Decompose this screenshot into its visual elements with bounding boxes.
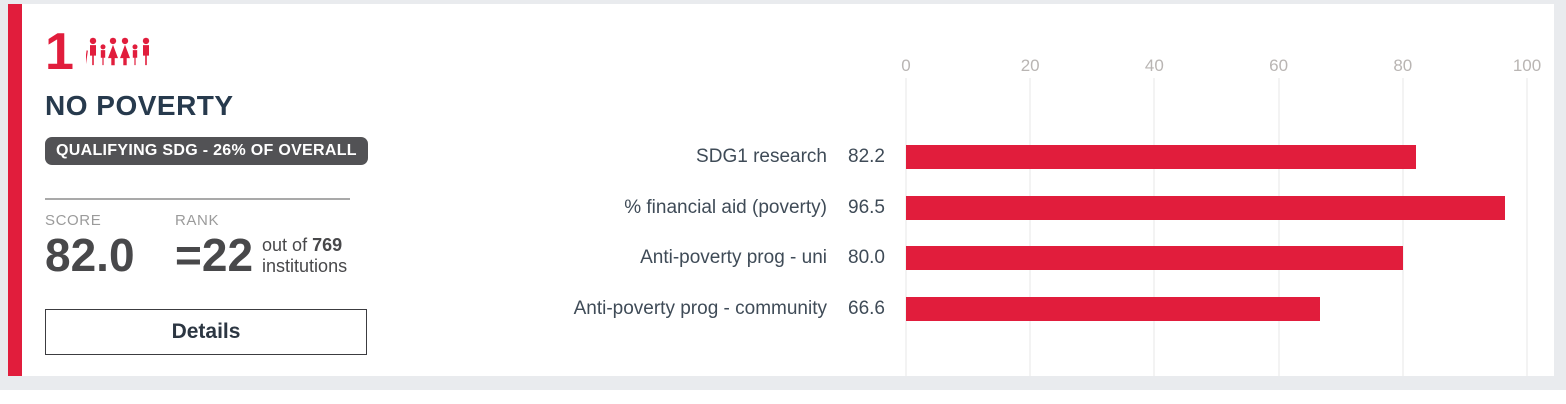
rank-value: =22 bbox=[175, 229, 254, 281]
bar-track bbox=[906, 246, 1527, 270]
score-label: SCORE bbox=[45, 212, 102, 229]
gridline bbox=[1402, 78, 1404, 376]
goal-number: 1 bbox=[45, 23, 74, 81]
chart-row: SDG1 research 82.2 bbox=[560, 132, 1527, 182]
chart-axis: 0 20 40 60 80 100 bbox=[901, 56, 1541, 76]
chart-plot-area bbox=[905, 78, 1528, 376]
bar-track bbox=[906, 145, 1527, 169]
family-icon bbox=[86, 37, 150, 66]
rank-block: RANK =22 out of 769 institutions bbox=[175, 212, 347, 278]
category-label: % financial aid (poverty) bbox=[624, 196, 827, 218]
bar-track bbox=[906, 296, 1527, 321]
x-tick-label: 100 bbox=[1512, 56, 1542, 75]
score-value: 82.0 bbox=[45, 229, 135, 281]
bar[interactable] bbox=[906, 296, 1320, 321]
bar[interactable] bbox=[906, 195, 1506, 220]
x-tick-label: 40 bbox=[1144, 56, 1164, 75]
gridline bbox=[905, 78, 907, 376]
rank-suffix: out of 769 institutions bbox=[262, 235, 347, 276]
gridline bbox=[1526, 78, 1528, 376]
x-tick-label: 20 bbox=[1020, 56, 1040, 75]
bar-chart: 0 20 40 60 80 100 SDG1 research 82.2 % financia… bbox=[560, 4, 1541, 376]
x-tick-label: 80 bbox=[1393, 56, 1413, 75]
chart-rows: SDG1 research 82.2 % financial aid (povert… bbox=[560, 4, 1535, 376]
details-button[interactable]: Details bbox=[45, 309, 367, 355]
category-label: SDG1 research bbox=[696, 146, 827, 168]
x-tick-label: 0 bbox=[901, 56, 911, 75]
chart-row: Anti-poverty prog - community 66.6 bbox=[560, 284, 1527, 334]
category-label: Anti-poverty prog - community bbox=[573, 297, 827, 319]
value-label: 66.6 bbox=[848, 297, 885, 319]
sdg1-card: 1 NO POVERTY QUALIFYING SDG - 26% OF OVE… bbox=[8, 4, 1554, 376]
gridline bbox=[1029, 78, 1031, 376]
bar[interactable] bbox=[906, 246, 1403, 270]
qualifying-badge: QUALIFYING SDG - 26% OF OVERALL bbox=[45, 137, 368, 165]
value-label: 80.0 bbox=[848, 247, 885, 268]
rank-label: RANK bbox=[175, 212, 220, 229]
bar-track bbox=[906, 195, 1527, 220]
x-tick-label: 60 bbox=[1269, 56, 1289, 75]
goal-title: NO POVERTY bbox=[45, 90, 234, 121]
chart-row: Anti-poverty prog - uni 80.0 bbox=[560, 233, 1527, 283]
value-label: 82.2 bbox=[848, 146, 885, 167]
divider bbox=[45, 198, 350, 200]
rank-total: 769 bbox=[312, 234, 343, 255]
rank-institutions: institutions bbox=[262, 255, 348, 276]
gridline bbox=[1278, 78, 1280, 376]
chart-row: % financial aid (poverty) 96.5 bbox=[560, 183, 1527, 233]
category-label: Anti-poverty prog - uni bbox=[640, 247, 827, 269]
bar[interactable] bbox=[906, 145, 1417, 169]
value-label: 96.5 bbox=[848, 196, 885, 218]
gridline bbox=[1153, 78, 1155, 376]
score-block: SCORE 82.0 bbox=[45, 212, 135, 278]
rank-out-of-prefix: out of bbox=[262, 234, 308, 255]
